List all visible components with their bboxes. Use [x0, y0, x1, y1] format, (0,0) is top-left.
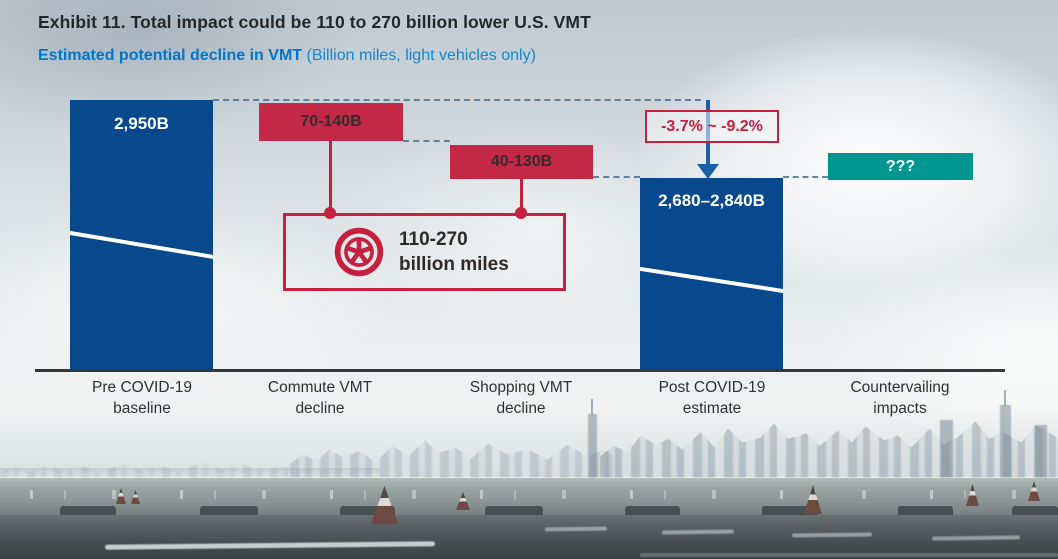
dotted-line-after-shopping: [593, 176, 640, 178]
x-axis-line: [35, 369, 1005, 372]
bar-countervailing-impacts: ???: [828, 153, 973, 180]
subtitle-unit-note: (Billion miles, light vehicles only): [306, 47, 536, 64]
traffic-cone: [116, 488, 126, 504]
river-horizon: [0, 468, 380, 476]
skyscraper-silhouette: [588, 414, 597, 488]
dotted-line-baseline-level: [213, 99, 701, 101]
subtitle-emphasis: Estimated potential decline in VMT: [38, 47, 303, 64]
percent-decline-annotation: -3.7% ~ -9.2%: [645, 110, 779, 143]
skyscraper-silhouette: [1035, 425, 1047, 488]
bar-post-covid-estimate: 2,680–2,840B: [640, 178, 783, 370]
connector-dot: [515, 207, 527, 219]
wheel-icon: [334, 227, 384, 277]
skyscraper-silhouette: [940, 420, 953, 488]
dotted-line-post-level: [783, 176, 828, 178]
axis-label-countervailing: Countervailing impacts: [850, 379, 950, 417]
axis-break-mark: [70, 230, 213, 260]
axis-label-commute: Commute VMT decline: [267, 379, 373, 417]
bar-value-label: 2,950B: [114, 114, 169, 133]
bar-value-label: 70-140B: [300, 113, 362, 130]
lane-marking: [640, 553, 1058, 557]
barrier-markings: [0, 490, 1058, 499]
exhibit-title: Exhibit 11. Total impact could be 110 to…: [38, 12, 591, 32]
bar-shopping-vmt-decline: 40-130B: [450, 145, 593, 179]
callout-connector: [329, 141, 332, 213]
decline-arrow-head: [697, 164, 719, 179]
axis-label-pre-covid: Pre COVID-19 baseline: [92, 379, 192, 417]
road-surface: [0, 515, 1058, 559]
bar-pre-covid-baseline: 2,950B: [70, 100, 213, 370]
axis-label-shopping: Shopping VMT decline: [469, 379, 573, 417]
axis-break-mark: [640, 266, 783, 294]
antenna-spire: [591, 399, 593, 415]
bar-value-label: ???: [885, 158, 916, 175]
skyscraper-silhouette: [1000, 405, 1011, 488]
axis-label-post-covid: Post COVID-19 estimate: [658, 379, 766, 417]
total-decline-unit: billion miles: [399, 254, 509, 275]
bar-value-label: 40-130B: [490, 153, 553, 170]
bar-commute-vmt-decline: 70-140B: [259, 103, 403, 141]
total-decline-text: 110-270 billion miles: [399, 227, 509, 277]
bar-value-label: 2,680–2,840B: [658, 191, 765, 210]
traffic-cone: [131, 490, 140, 504]
total-decline-callout: 110-270 billion miles: [283, 213, 566, 291]
exhibit-subtitle: Estimated potential decline in VMT (Bill…: [38, 47, 536, 65]
antenna-spire: [1004, 390, 1006, 406]
lane-marking: [544, 526, 608, 532]
total-decline-range: 110-270: [399, 228, 468, 250]
connector-dot: [324, 207, 336, 219]
dotted-line-after-commute: [403, 140, 450, 142]
